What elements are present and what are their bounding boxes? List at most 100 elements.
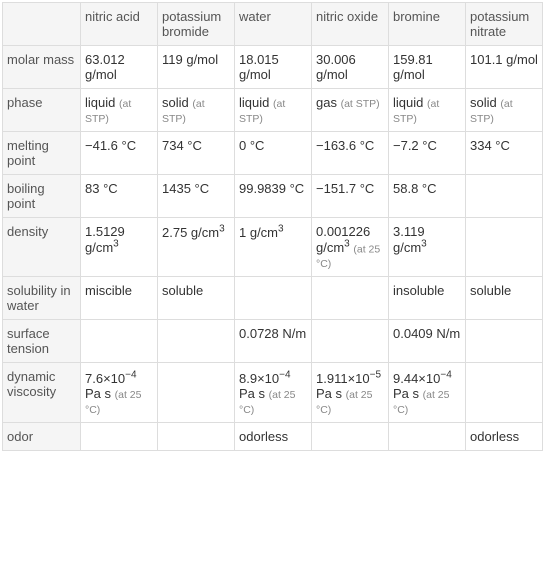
- table-cell: soluble: [158, 277, 235, 320]
- table-cell: soluble: [466, 277, 543, 320]
- header-col: water: [235, 3, 312, 46]
- table-cell: 63.012 g/mol: [81, 46, 158, 89]
- row-label: phase: [3, 89, 81, 132]
- row-label: surface tension: [3, 320, 81, 363]
- table-cell: [158, 320, 235, 363]
- cell-value: 119 g/mol: [162, 52, 218, 67]
- table-cell: [158, 422, 235, 450]
- cell-value: 0.0409 N/m: [393, 326, 460, 341]
- cell-value: −151.7 °C: [316, 181, 374, 196]
- cell-value: −163.6 °C: [316, 138, 374, 153]
- table-cell: 1435 °C: [158, 175, 235, 218]
- row-label: odor: [3, 422, 81, 450]
- cell-value: 334 °C: [470, 138, 510, 153]
- table-cell: 1 g/cm3: [235, 218, 312, 277]
- table-row: boiling point 83 °C 1435 °C 99.9839 °C −151.…: [3, 175, 543, 218]
- table-cell: [81, 422, 158, 450]
- table-cell: [81, 320, 158, 363]
- table-cell: 0.0409 N/m: [389, 320, 466, 363]
- table-cell: 8.9×10−4 Pa s (at 25 °C): [235, 363, 312, 422]
- cell-value: insoluble: [393, 283, 444, 298]
- table-cell: liquid (at STP): [81, 89, 158, 132]
- table-cell: odorless: [466, 422, 543, 450]
- header-col: potassium nitrate: [466, 3, 543, 46]
- table-cell: miscible: [81, 277, 158, 320]
- cell-value: 0 °C: [239, 138, 264, 153]
- cell-value: solid: [162, 95, 189, 110]
- table-cell: solid (at STP): [158, 89, 235, 132]
- table-cell: gas (at STP): [312, 89, 389, 132]
- cell-value: 3.119 g/cm3: [393, 224, 427, 255]
- table-cell: liquid (at STP): [235, 89, 312, 132]
- table-cell: 58.8 °C: [389, 175, 466, 218]
- table-header-row: nitric acid potassium bromide water nitr…: [3, 3, 543, 46]
- cell-value: miscible: [85, 283, 132, 298]
- table-cell: 7.6×10−4 Pa s (at 25 °C): [81, 363, 158, 422]
- table-cell: 30.006 g/mol: [312, 46, 389, 89]
- table-row: odor odorless odorless: [3, 422, 543, 450]
- table-row: melting point −41.6 °C 734 °C 0 °C −163.6 °C…: [3, 132, 543, 175]
- cell-value: 1435 °C: [162, 181, 209, 196]
- table-cell: insoluble: [389, 277, 466, 320]
- table-cell: 99.9839 °C: [235, 175, 312, 218]
- cell-value: 18.015 g/mol: [239, 52, 279, 82]
- table-cell: 0 °C: [235, 132, 312, 175]
- row-label: density: [3, 218, 81, 277]
- cell-value: 159.81 g/mol: [393, 52, 433, 82]
- cell-value: −41.6 °C: [85, 138, 136, 153]
- table-cell: [312, 277, 389, 320]
- cell-value: 30.006 g/mol: [316, 52, 356, 82]
- table-cell: 3.119 g/cm3: [389, 218, 466, 277]
- header-empty: [3, 3, 81, 46]
- table-row: solubility in water miscible soluble insolu…: [3, 277, 543, 320]
- cell-value: 83 °C: [85, 181, 118, 196]
- table-cell: 1.911×10−5 Pa s (at 25 °C): [312, 363, 389, 422]
- header-col: potassium bromide: [158, 3, 235, 46]
- table-cell: [466, 363, 543, 422]
- row-label: dynamic viscosity: [3, 363, 81, 422]
- cell-value: 2.75 g/cm3: [162, 225, 225, 240]
- table-row: dynamic viscosity7.6×10−4 Pa s (at 25 °C…: [3, 363, 543, 422]
- row-label: boiling point: [3, 175, 81, 218]
- row-label: molar mass: [3, 46, 81, 89]
- row-label: melting point: [3, 132, 81, 175]
- table-cell: 2.75 g/cm3: [158, 218, 235, 277]
- table-cell: [312, 422, 389, 450]
- table-cell: [389, 422, 466, 450]
- header-col: nitric oxide: [312, 3, 389, 46]
- row-label: solubility in water: [3, 277, 81, 320]
- table-cell: odorless: [235, 422, 312, 450]
- table-cell: [158, 363, 235, 422]
- cell-value: solid: [470, 95, 497, 110]
- table-cell: −7.2 °C: [389, 132, 466, 175]
- table-row: molar mass63.012 g/mol 119 g/mol 18.015 g/…: [3, 46, 543, 89]
- cell-value: 101.1 g/mol: [470, 52, 538, 67]
- cell-value: 63.012 g/mol: [85, 52, 125, 82]
- table-cell: −151.7 °C: [312, 175, 389, 218]
- table-cell: [466, 320, 543, 363]
- table-cell: [466, 218, 543, 277]
- table-cell: −41.6 °C: [81, 132, 158, 175]
- table-row: phaseliquid (at STP)solid (at STP)liquid…: [3, 89, 543, 132]
- header-col: nitric acid: [81, 3, 158, 46]
- table-cell: 1.5129 g/cm3: [81, 218, 158, 277]
- table-cell: 734 °C: [158, 132, 235, 175]
- cell-value: liquid: [85, 95, 115, 110]
- table-cell: 101.1 g/mol: [466, 46, 543, 89]
- table-cell: 0.0728 N/m: [235, 320, 312, 363]
- cell-value: 99.9839 °C: [239, 181, 304, 196]
- cell-note: (at STP): [341, 98, 380, 110]
- cell-value: gas: [316, 95, 337, 110]
- cell-value: 1.5129 g/cm3: [85, 224, 125, 255]
- table-cell: 0.001226 g/cm3 (at 25 °C): [312, 218, 389, 277]
- table-cell: liquid (at STP): [389, 89, 466, 132]
- header-col: bromine: [389, 3, 466, 46]
- cell-value: odorless: [239, 429, 288, 444]
- table-cell: [312, 320, 389, 363]
- table-row: surface tension 0.0728 N/m 0.0409 N/m: [3, 320, 543, 363]
- cell-value: −7.2 °C: [393, 138, 437, 153]
- cell-value: liquid: [393, 95, 423, 110]
- cell-value: soluble: [470, 283, 511, 298]
- cell-value: 58.8 °C: [393, 181, 437, 196]
- cell-value: soluble: [162, 283, 203, 298]
